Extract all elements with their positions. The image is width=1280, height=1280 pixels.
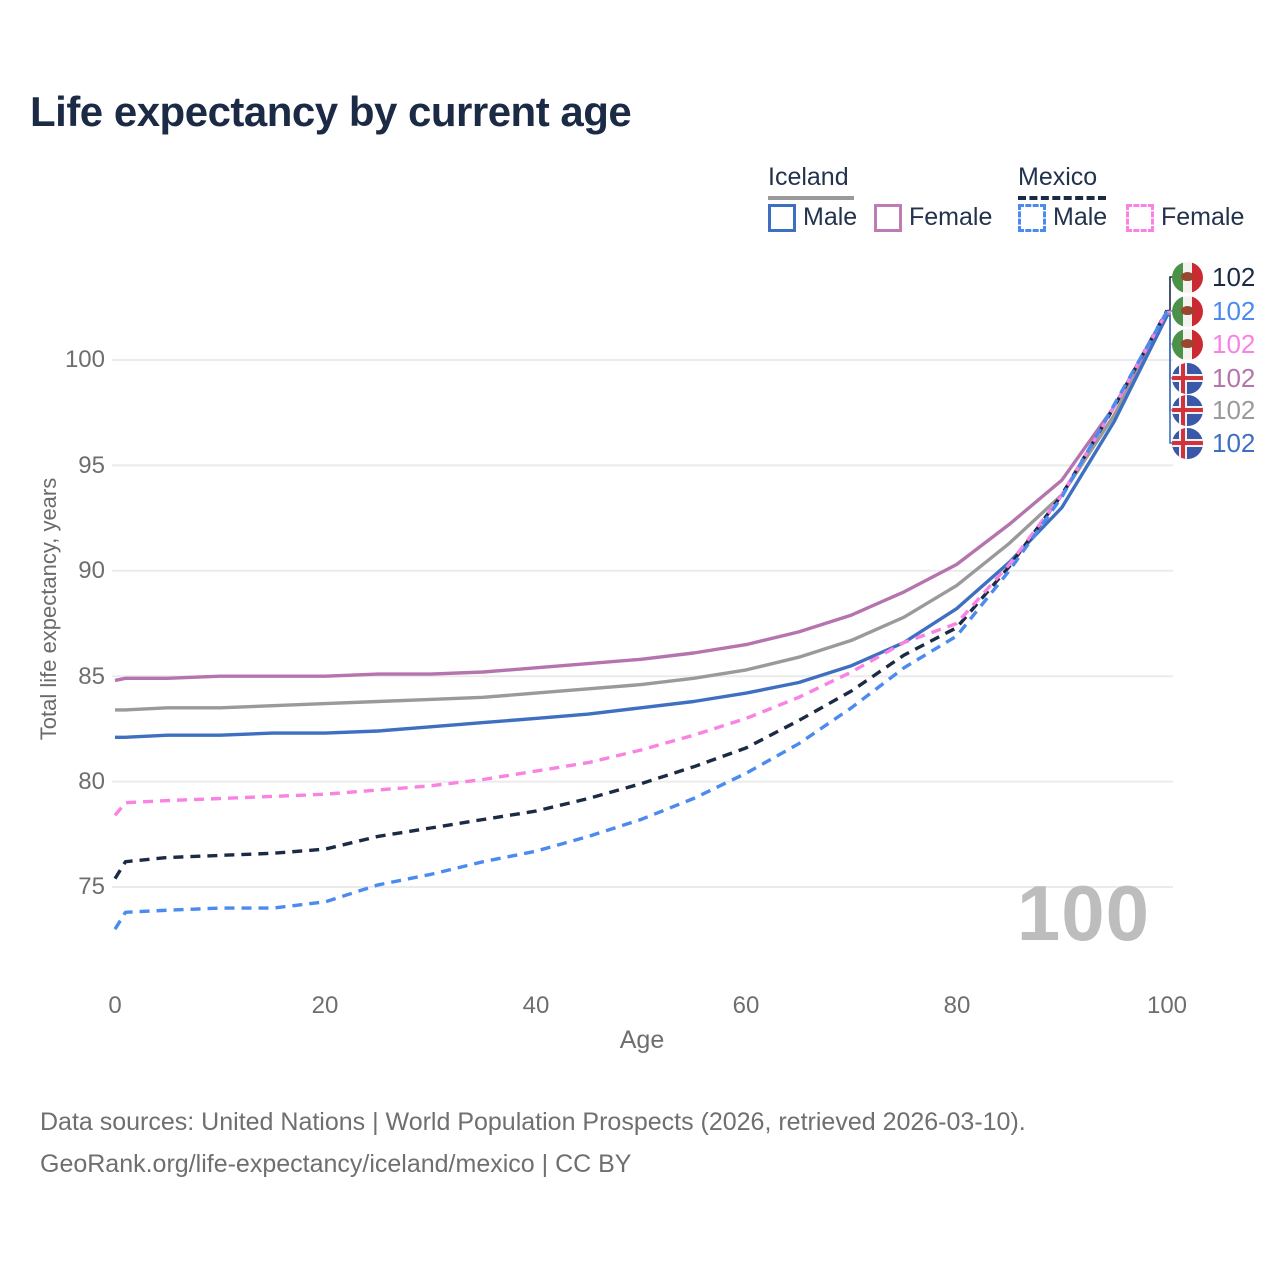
iceland-female-swatch-icon (874, 203, 902, 232)
mexico-flag-icon (1172, 261, 1203, 293)
x-tick-label: 0 (108, 992, 122, 1019)
end-value: 102 (1212, 363, 1256, 393)
end-value: 102 (1212, 329, 1256, 359)
mexico-male-swatch-icon (1018, 203, 1046, 232)
legend-label: Male (803, 203, 858, 231)
y-tick-label: 90 (78, 557, 105, 584)
mexico-flag-icon (1172, 328, 1203, 360)
end-label-mexico-both: 102 (1172, 261, 1255, 293)
end-value: 102 (1212, 296, 1256, 326)
end-value: 102 (1212, 262, 1256, 292)
legend-label: Female (909, 203, 993, 231)
end-label-iceland-male: 102 (1172, 427, 1255, 459)
legend-item-mexico-female[interactable]: Female (1126, 203, 1244, 232)
legend-item-mexico-male[interactable]: Male (1018, 203, 1107, 232)
y-tick-label: 95 (78, 452, 105, 479)
x-axis-title: Age (619, 1026, 665, 1054)
legend-label: Female (1161, 203, 1245, 231)
x-tick-label: 20 (311, 992, 339, 1019)
end-label-mexico-female: 102 (1172, 328, 1255, 360)
y-tick-label: 85 (78, 663, 105, 690)
end-value: 102 (1212, 428, 1256, 458)
end-value: 102 (1212, 395, 1256, 425)
x-tick-label: 100 (1146, 992, 1188, 1019)
mexico-dashed-line-key (1018, 196, 1106, 200)
series-line-iceland_male (115, 314, 1169, 739)
page-title: Life expectancy by current age (30, 88, 632, 135)
legend-item-iceland-male[interactable]: Male (768, 203, 857, 232)
legend-group-mexico[interactable]: Mexico (1018, 163, 1098, 191)
end-label-iceland-both: 102 (1172, 394, 1255, 426)
x-tick-label: 60 (732, 992, 760, 1019)
iceland-flag-icon (1172, 362, 1203, 394)
end-label-iceland-female: 102 (1172, 362, 1255, 394)
end-label-mexico-male: 102 (1172, 295, 1255, 327)
legend-item-iceland-female[interactable]: Female (874, 203, 992, 232)
x-tick-label: 80 (943, 992, 971, 1019)
y-tick-label: 75 (78, 873, 105, 900)
mexico-female-swatch-icon (1126, 203, 1154, 232)
x-tick-label: 40 (522, 992, 550, 1019)
iceland-flag-icon (1172, 427, 1203, 459)
series-line-iceland_both (115, 313, 1169, 712)
legend-label: Male (1053, 203, 1108, 231)
y-tick-label: 100 (64, 346, 105, 373)
series-line-mexico_female (113, 310, 1169, 817)
iceland-flag-icon (1172, 394, 1203, 426)
iceland-solid-line-key (768, 196, 854, 200)
mexico-flag-icon (1172, 295, 1203, 327)
attribution-link[interactable]: GeoRank.org/life-expectancy/iceland/mexi… (40, 1150, 632, 1178)
y-tick-label: 80 (78, 768, 105, 795)
current-age-watermark: 100 (1016, 869, 1150, 957)
series-line-mexico_male (113, 310, 1169, 931)
iceland-male-swatch-icon (768, 203, 796, 232)
y-axis-title: Total life expectancy, years (36, 477, 61, 741)
data-sources-note: Data sources: United Nations | World Pop… (40, 1108, 1026, 1136)
legend-group-iceland[interactable]: Iceland (768, 163, 849, 191)
series-line-mexico_both (113, 309, 1169, 880)
series-line-iceland_female (114, 312, 1169, 683)
